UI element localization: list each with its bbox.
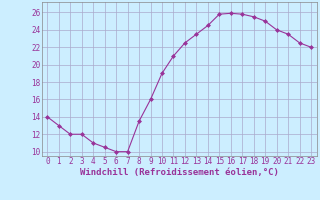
X-axis label: Windchill (Refroidissement éolien,°C): Windchill (Refroidissement éolien,°C) — [80, 168, 279, 177]
